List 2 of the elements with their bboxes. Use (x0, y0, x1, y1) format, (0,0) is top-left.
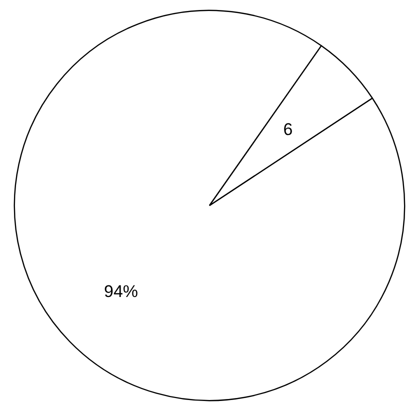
data-label: 94% (104, 282, 138, 302)
data-label: 6 (283, 120, 293, 140)
